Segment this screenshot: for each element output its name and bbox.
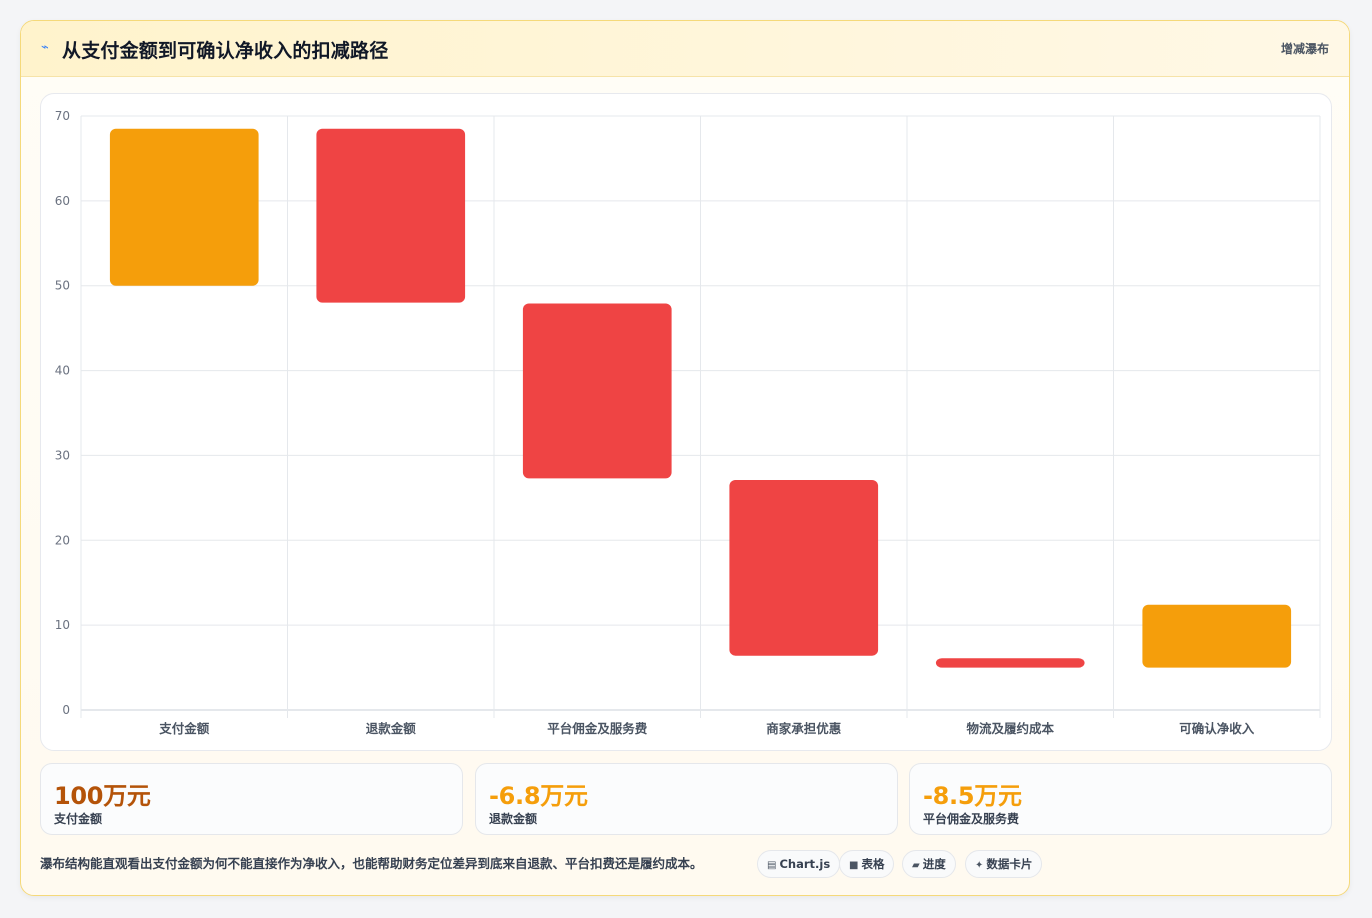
chip-label: Chart.js [779, 857, 831, 871]
waterfall-bar [109, 128, 259, 286]
chip-table[interactable]: ■ 表格 [839, 850, 895, 878]
sparkle-icon: ✦ [975, 860, 984, 871]
chip-label: 进度 [922, 857, 946, 871]
x-tick-label: 可确认净收入 [1179, 721, 1255, 736]
kpi-label: 平台佣金及服务费 [923, 812, 1020, 826]
chip-label: 数据卡片 [986, 857, 1033, 871]
waterfall-chart: 0 10 20 30 40 50 60 70 支付金额 退款金额 平台佣金及服务费 商家承担优惠 物流及… [40, 93, 1332, 751]
y-tick-label: 10 [55, 618, 70, 632]
chip-label: 表格 [861, 857, 885, 871]
report-card: ⌁ 从支付金额到可确认净收入的扣减路径 增减瀑布 0 10 20 30 40 50 60 70… [20, 20, 1350, 896]
kpi-value: -8.5万元 [923, 782, 1022, 810]
x-tick-label: 平台佣金及服务费 [547, 721, 648, 736]
y-tick-label: 60 [55, 194, 70, 208]
kpi-card-commission: -8.5万元 平台佣金及服务费 [909, 763, 1332, 835]
table-icon: ▤ [767, 860, 777, 871]
chart-trend-icon: ⌁ [41, 40, 49, 55]
grid-icon: ■ [849, 860, 859, 871]
progress-icon: ▰ [912, 860, 920, 871]
waterfall-bar [316, 128, 466, 303]
waterfall-bar [1142, 604, 1292, 668]
chip-data-card[interactable]: ✦ 数据卡片 [965, 850, 1043, 878]
y-tick-label: 40 [55, 364, 70, 378]
waterfall-bar [729, 480, 879, 656]
chip-progress[interactable]: ▰ 进度 [902, 850, 956, 878]
x-tick-label: 退款金额 [366, 721, 417, 736]
chart-type-tag: 增减瀑布 [1280, 42, 1329, 56]
chip-chartjs[interactable]: ▤ Chart.js [757, 850, 841, 878]
y-tick-label: 0 [62, 703, 70, 717]
kpi-card-payment: 100万元 支付金额 [40, 763, 463, 835]
card-header: ⌁ 从支付金额到可确认净收入的扣减路径 增减瀑布 [21, 21, 1349, 77]
waterfall-bar [935, 658, 1085, 668]
kpi-card-refund: -6.8万元 退款金额 [475, 763, 898, 835]
y-tick-label: 70 [55, 109, 70, 123]
card-title: 从支付金额到可确认净收入的扣减路径 [62, 40, 389, 62]
x-tick-label: 物流及履约成本 [966, 721, 1054, 736]
chart-canvas: 0 10 20 30 40 50 60 70 支付金额 退款金额 平台佣金及服务费 商家承担优惠 物流及… [55, 109, 1321, 736]
kpi-value: 100万元 [54, 782, 151, 810]
kpi-label: 支付金额 [54, 812, 103, 826]
x-tick-label: 商家承担优惠 [766, 721, 842, 736]
kpi-value: -6.8万元 [489, 782, 588, 810]
y-tick-label: 30 [55, 448, 70, 462]
x-tick-label: 支付金额 [158, 721, 210, 736]
chart-note: 瀑布结构能直观看出支付金额为何不能直接作为净收入，也能帮助财务定位差异到底来自退… [40, 856, 703, 871]
kpi-label: 退款金额 [489, 812, 538, 826]
y-tick-label: 20 [55, 533, 70, 547]
y-tick-label: 50 [55, 279, 70, 293]
waterfall-bar [522, 303, 672, 479]
